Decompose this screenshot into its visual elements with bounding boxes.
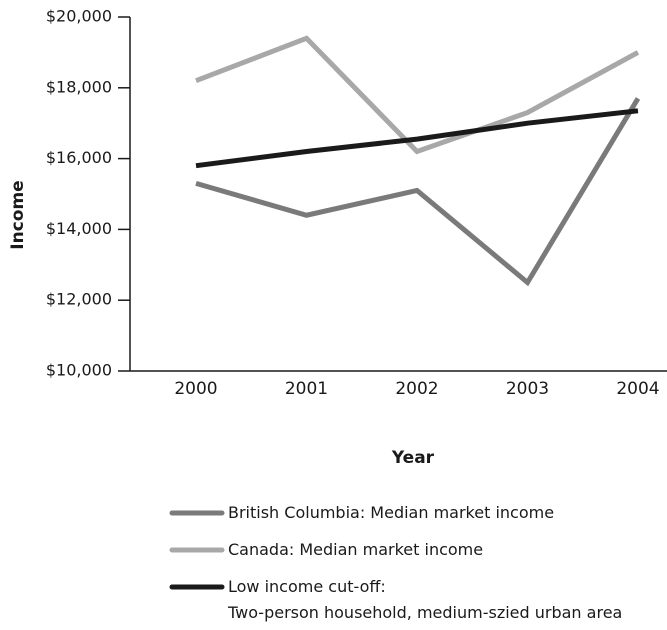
y-tick-label: $16,000: [46, 148, 112, 167]
y-tick-label: $12,000: [46, 290, 112, 309]
y-axis-label: Income: [8, 180, 28, 249]
x-tick-label: 2000: [174, 379, 217, 399]
y-tick-label: $14,000: [46, 219, 112, 238]
y-tick-label: $20,000: [46, 7, 112, 26]
x-tick-label: 2004: [616, 379, 659, 399]
x-tick-label: 2001: [285, 379, 328, 399]
y-tick-label: $10,000: [46, 361, 112, 380]
x-tick-label: 2002: [395, 379, 438, 399]
y-tick-label: $18,000: [46, 77, 112, 96]
series-line: [195, 35, 640, 155]
x-tick-label: 2003: [506, 379, 549, 399]
legend-label: British Columbia: Median market income: [228, 503, 555, 522]
x-axis-label: Year: [391, 448, 435, 468]
series-line: [195, 108, 639, 169]
legend-label: Low income cut-off: Two-person household…: [228, 577, 623, 622]
series-line: [195, 97, 641, 287]
legend-label: Canada: Median market income: [228, 540, 484, 559]
